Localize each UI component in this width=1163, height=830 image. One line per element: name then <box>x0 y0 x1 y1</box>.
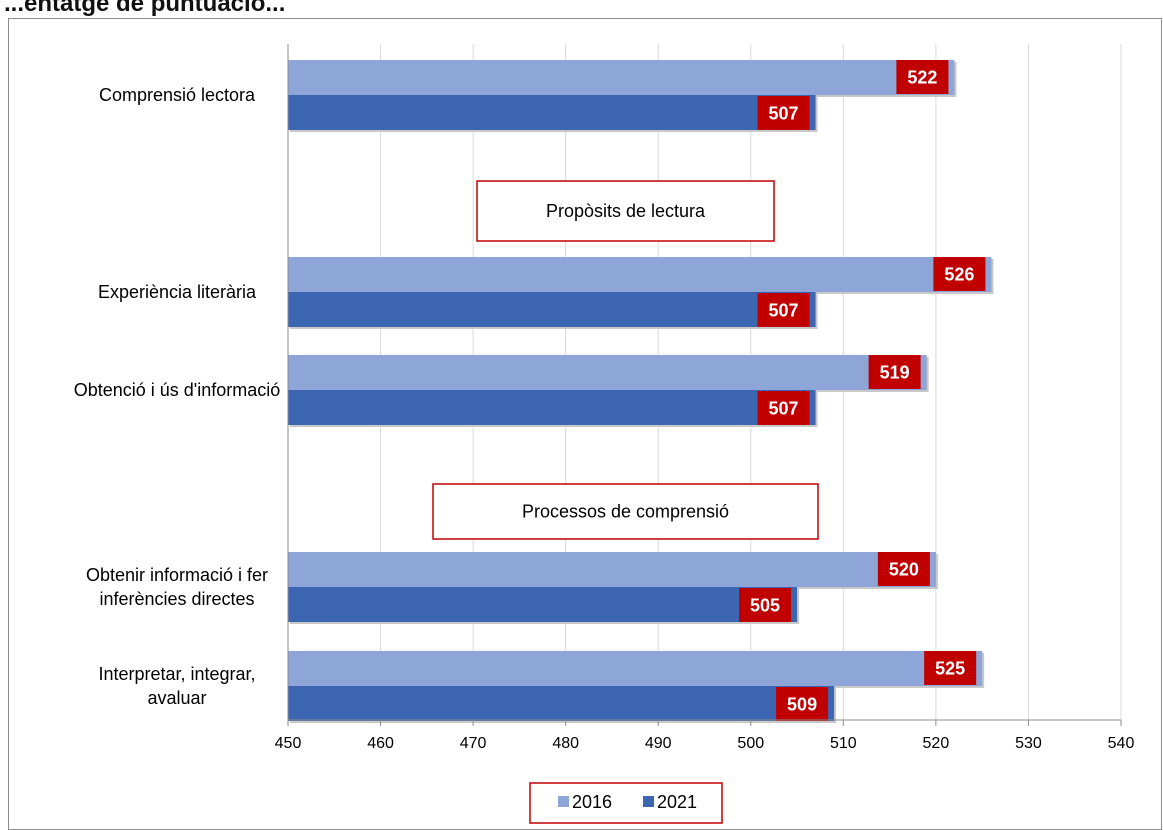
legend-swatch <box>558 796 569 807</box>
data-label: 526 <box>944 265 974 285</box>
bar-2016 <box>288 355 927 390</box>
data-label-box <box>776 687 829 721</box>
x-tick-label: 520 <box>923 735 950 752</box>
data-label-box <box>757 391 810 425</box>
data-label-box <box>933 257 986 291</box>
bar-2016 <box>288 552 936 587</box>
bar-2021 <box>288 390 816 425</box>
data-label: 520 <box>889 560 919 580</box>
data-label: 525 <box>935 659 965 679</box>
data-label-box <box>896 60 949 94</box>
data-label: 507 <box>769 104 799 124</box>
category-label: avaluar <box>147 688 206 708</box>
bar-2021 <box>288 95 816 130</box>
bars: 522 507 526 507 519 507 520 505 525 509 <box>288 60 994 723</box>
x-tick-label: 500 <box>737 735 764 752</box>
section-label-box <box>432 483 819 540</box>
section-labels: Propòsits de lectura Processos de compren… <box>432 180 819 540</box>
data-label: 509 <box>787 695 817 715</box>
bar-2016 <box>288 60 955 95</box>
x-tick-label: 490 <box>645 735 672 752</box>
category-label: Obtenir informació i fer <box>86 565 268 585</box>
legend-swatch <box>643 796 654 807</box>
data-label-box <box>739 588 792 622</box>
data-label-box <box>868 355 921 389</box>
data-label-box <box>757 96 810 130</box>
x-tick-label: 510 <box>830 735 857 752</box>
x-tick-label: 480 <box>552 735 579 752</box>
category-label: Experiència literària <box>98 282 257 302</box>
data-label: 505 <box>750 596 780 616</box>
legend-label: 2021 <box>657 792 697 812</box>
legend: 2016 2021 <box>529 782 723 824</box>
data-label: 507 <box>769 301 799 321</box>
chart-title: ...entatge de puntuació... <box>4 0 286 17</box>
category-label: Obtenció i ús d'informació <box>74 380 281 400</box>
x-tick-label: 470 <box>460 735 487 752</box>
x-tick-label: 530 <box>1015 735 1042 752</box>
category-label: inferències directes <box>99 589 254 609</box>
data-label-box <box>924 651 977 685</box>
x-tick-label: 450 <box>275 735 302 752</box>
x-axis: 450 460 470 480 490 500 510 520 530 540 <box>275 44 1135 752</box>
data-label-box <box>757 293 810 327</box>
x-tick-label: 460 <box>367 735 394 752</box>
data-label: 519 <box>880 363 910 383</box>
section-label: Propòsits de lectura <box>546 201 706 221</box>
category-label: Comprensió lectora <box>99 85 256 105</box>
category-label: Interpretar, integrar, <box>98 664 255 684</box>
data-label-box <box>877 552 930 586</box>
bar-2016 <box>288 257 992 292</box>
data-label: 507 <box>769 399 799 419</box>
section-label-box <box>476 180 775 242</box>
legend-label: 2016 <box>572 792 612 812</box>
bar-2021 <box>288 292 816 327</box>
bar-2021 <box>288 686 835 721</box>
x-tick-label: 540 <box>1108 735 1135 752</box>
data-label: 522 <box>907 68 937 88</box>
bar-2021 <box>288 587 798 622</box>
section-label: Processos de comprensió <box>522 502 729 522</box>
bar-2016 <box>288 651 983 686</box>
category-labels: Comprensió lectora Experiència literària O… <box>74 85 281 708</box>
